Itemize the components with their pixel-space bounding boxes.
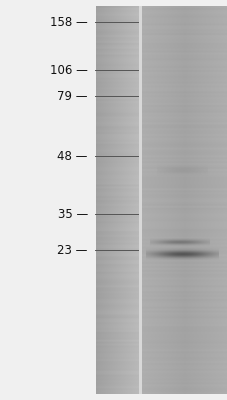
- Text: 48 —: 48 —: [57, 150, 87, 162]
- Text: 23 —: 23 —: [57, 244, 87, 256]
- Bar: [138, 6, 141, 394]
- Text: 158 —: 158 —: [50, 16, 87, 28]
- Text: 79 —: 79 —: [57, 90, 87, 102]
- Text: 106 —: 106 —: [50, 64, 87, 76]
- Text: 35 —: 35 —: [57, 208, 87, 220]
